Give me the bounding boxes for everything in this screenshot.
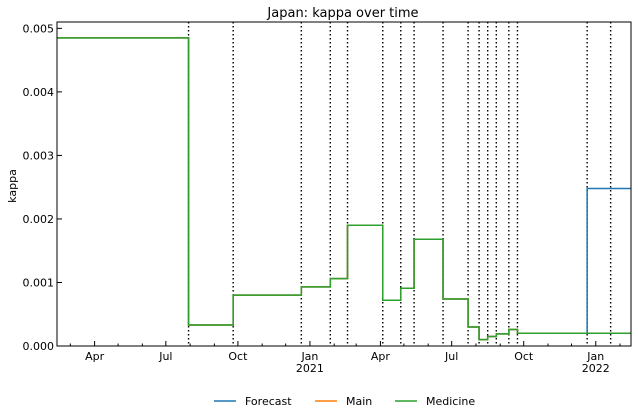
- x-tick-label-3: Jan: [300, 350, 318, 363]
- x-tick-label-1: Jul: [158, 350, 172, 363]
- y-tick-label-3: 0.003: [23, 149, 55, 162]
- x-tick-label-2: Oct: [228, 350, 248, 363]
- y-tick-label-4: 0.004: [23, 86, 55, 99]
- series-line-medicine: [57, 37, 631, 341]
- y-tick-label-0: 0.000: [23, 340, 55, 353]
- plot-frame: [56, 21, 632, 347]
- y-tick-label-2: 0.002: [23, 213, 55, 226]
- y-tick-label-1: 0.001: [23, 276, 55, 289]
- x-tick-label-5: Jul: [444, 350, 458, 363]
- x-tick-label-6: Oct: [514, 350, 534, 363]
- y-axis-label: kappa: [6, 169, 19, 203]
- y-tick-label-5: 0.005: [23, 22, 55, 35]
- legend-label-forecast: Forecast: [245, 395, 292, 408]
- legend: Forecast Main Medicine: [214, 395, 475, 408]
- x-tick-label-4: Apr: [371, 350, 391, 363]
- x-tick-label-7: Jan: [586, 350, 604, 363]
- x-tick-label-0: Apr: [85, 350, 105, 363]
- legend-label-main: Main: [346, 395, 372, 408]
- x-tick-year-label-7: 2022: [582, 362, 610, 375]
- legend-label-medicine: Medicine: [426, 395, 475, 408]
- chart-title: Japan: kappa over time: [266, 6, 418, 21]
- x-tick-year-label-3: 2021: [296, 362, 324, 375]
